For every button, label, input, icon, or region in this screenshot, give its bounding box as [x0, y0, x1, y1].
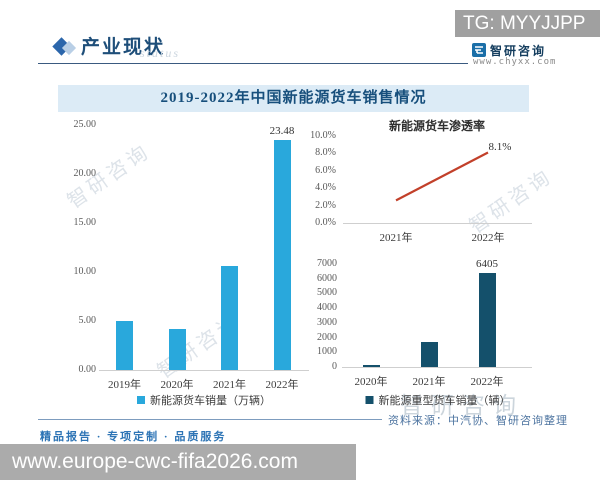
y-tick-label: 2.0%	[315, 199, 336, 211]
y-tick-label: 0	[332, 361, 337, 372]
y-tick-label: 4000	[317, 302, 337, 314]
x-tick-label: 2022年	[470, 376, 504, 388]
x-axis-baseline	[99, 370, 309, 371]
y-tick-label: 7000	[317, 258, 337, 269]
x-tick-label: 2021年	[213, 379, 246, 391]
y-tick-label: 5000	[317, 287, 337, 299]
legend-label: 新能源重型货车销量（辆）	[378, 395, 511, 407]
bar-2020年	[362, 365, 380, 367]
y-tick-label: 6000	[317, 272, 337, 284]
y-tick-label: 25.00	[73, 119, 97, 130]
y-tick-label: 20.00	[73, 168, 97, 179]
y-tick-label: 0.00	[78, 364, 97, 375]
x-tick-label: 2020年	[160, 379, 194, 391]
chart-legend: 新能源货车销量（万辆）	[137, 392, 271, 408]
x-tick-label: 2021年	[379, 232, 413, 244]
footer-url-band: www.europe-cwc-fifa2026.com	[0, 444, 356, 480]
data-label: 6405	[476, 257, 498, 270]
legend-marker	[137, 396, 145, 404]
y-tick-label: 0.0%	[315, 217, 336, 228]
chart-subtitle: 新能源货车渗透率	[388, 119, 485, 133]
tg-badge: TG: MYYJJPP	[455, 10, 600, 37]
chart-legend: 新能源重型货车销量（辆）	[365, 392, 511, 408]
y-tick-label: 8.0%	[315, 147, 336, 159]
bar-2019年	[116, 321, 133, 370]
y-tick-label: 10.0%	[310, 130, 336, 141]
x-tick-label: 2019年	[108, 379, 141, 391]
y-tick-label: 2000	[317, 331, 337, 343]
x-tick-label: 2022年	[265, 379, 299, 391]
data-label: 8.1%	[488, 141, 512, 153]
y-tick-label: 15.00	[73, 217, 97, 228]
source-divider	[38, 419, 382, 420]
legend-label: 新能源货车销量（万辆）	[150, 395, 271, 407]
footer-tagline: 精品报告 · 专项定制 · 品质服务	[40, 431, 227, 443]
x-axis-baseline	[342, 367, 532, 368]
header-divider	[38, 63, 468, 64]
brand-url: www.chyxx.com	[473, 57, 557, 67]
header-watermark: status	[140, 46, 181, 60]
y-tick-label: 1000	[317, 346, 337, 358]
bar-2020年	[168, 328, 186, 370]
data-source: 资料来源：中汽协、智研咨询整理	[388, 415, 568, 427]
x-axis-baseline	[343, 223, 532, 224]
y-tick-label: 6.0%	[315, 164, 336, 176]
bar-2022年	[478, 272, 496, 367]
data-label: 23.48	[269, 124, 295, 137]
brand-logo-icon	[472, 43, 486, 57]
legend-marker	[365, 396, 374, 404]
x-tick-label: 2022年	[471, 232, 505, 244]
trend-line	[395, 151, 489, 202]
x-tick-label: 2021年	[412, 376, 446, 388]
bar-2021年	[221, 266, 238, 370]
page-title: 产业现状	[81, 37, 166, 58]
y-tick-label: 3000	[317, 316, 337, 328]
y-tick-label: 4.0%	[315, 182, 336, 194]
bar-2021年	[420, 341, 438, 367]
brand-name: 智研咨询	[490, 44, 547, 58]
x-tick-label: 2020年	[354, 376, 388, 388]
y-tick-label: 10.00	[73, 266, 97, 277]
y-tick-label: 5.00	[78, 315, 97, 326]
bar-2022年	[273, 139, 291, 370]
chart-main-title: 2019-2022年中国新能源货车销售情况	[58, 85, 529, 112]
